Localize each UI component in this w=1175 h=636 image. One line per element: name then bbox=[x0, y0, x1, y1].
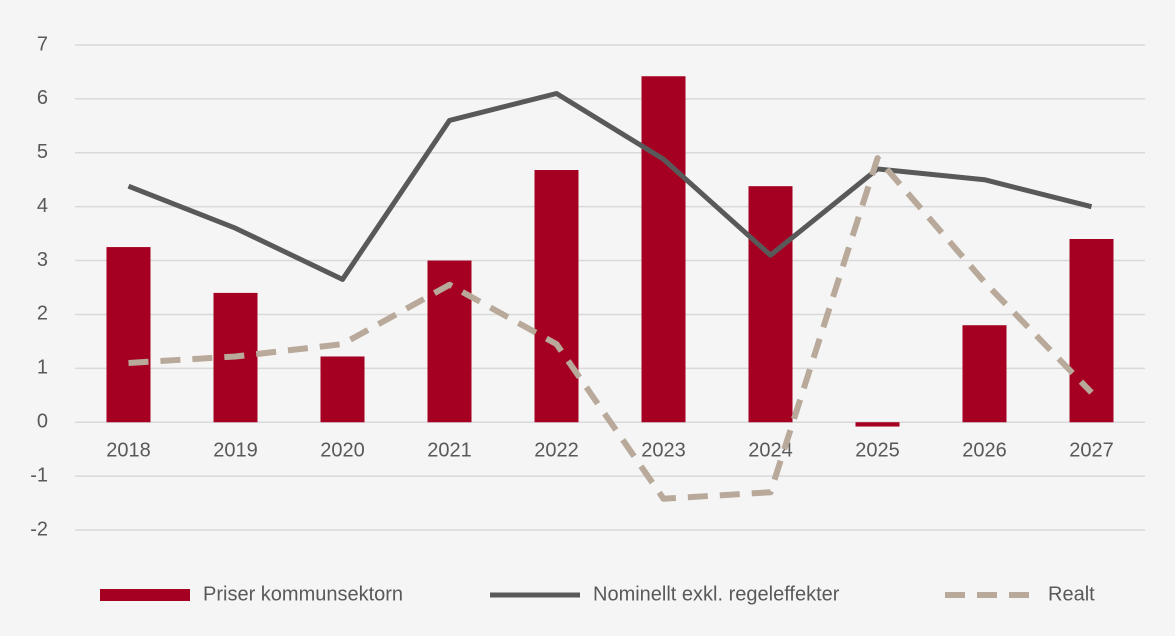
bar bbox=[1069, 239, 1114, 423]
x-tick-label: 2018 bbox=[106, 440, 151, 462]
x-tick-label: 2023 bbox=[641, 440, 686, 462]
x-tick-label: 2027 bbox=[1069, 440, 1114, 462]
bar bbox=[320, 356, 365, 423]
x-tick-label: 2019 bbox=[213, 440, 258, 462]
y-tick-label: 5 bbox=[37, 141, 48, 163]
line-series bbox=[127, 91, 1093, 282]
y-tick-label: -2 bbox=[30, 518, 48, 540]
bar bbox=[534, 170, 579, 423]
y-tick-label: 2 bbox=[37, 303, 48, 325]
legend-label: Nominellt exkl. regeleffekter bbox=[593, 583, 840, 605]
y-tick-label: -1 bbox=[30, 464, 48, 486]
x-tick-label: 2020 bbox=[320, 440, 365, 462]
y-tick-label: 3 bbox=[37, 249, 48, 271]
y-tick-label: 4 bbox=[37, 195, 48, 217]
x-tick-label: 2025 bbox=[855, 440, 900, 462]
y-tick-label: 7 bbox=[37, 33, 48, 55]
line-series bbox=[128, 155, 1094, 502]
x-tick-label: 2026 bbox=[962, 440, 1007, 462]
y-tick-label: 6 bbox=[37, 87, 48, 109]
bar bbox=[962, 325, 1007, 423]
x-tick-label: 2024 bbox=[748, 440, 793, 462]
bar bbox=[748, 186, 793, 423]
bar bbox=[106, 247, 151, 423]
bar bbox=[641, 76, 686, 423]
bar bbox=[855, 422, 900, 427]
legend-label: Priser kommunsektorn bbox=[203, 583, 403, 605]
x-tick-label: 2022 bbox=[534, 440, 579, 462]
legend-label: Realt bbox=[1048, 583, 1095, 605]
x-tick-label: 2021 bbox=[427, 440, 472, 462]
y-tick-label: 0 bbox=[37, 411, 48, 433]
y-tick-label: 1 bbox=[37, 357, 48, 379]
